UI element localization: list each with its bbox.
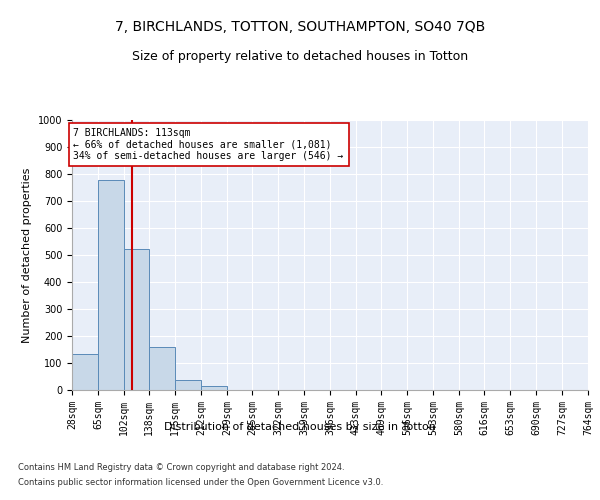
Text: Distribution of detached houses by size in Totton: Distribution of detached houses by size … [164, 422, 436, 432]
Y-axis label: Number of detached properties: Number of detached properties [22, 168, 32, 342]
Bar [175, 380, 201, 390]
Text: Size of property relative to detached houses in Totton: Size of property relative to detached ho… [132, 50, 468, 63]
Bar [149, 348, 175, 390]
Bar [124, 248, 149, 390]
Text: 7 BIRCHLANDS: 113sqm
← 66% of detached houses are smaller (1,081)
34% of semi-de: 7 BIRCHLANDS: 113sqm ← 66% of detached h… [73, 128, 344, 162]
Text: Contains HM Land Registry data © Crown copyright and database right 2024.: Contains HM Land Registry data © Crown c… [18, 463, 344, 472]
Text: Contains public sector information licensed under the Open Government Licence v3: Contains public sector information licen… [18, 478, 383, 487]
Bar [201, 386, 227, 390]
Bar [72, 354, 98, 390]
Text: 7, BIRCHLANDS, TOTTON, SOUTHAMPTON, SO40 7QB: 7, BIRCHLANDS, TOTTON, SOUTHAMPTON, SO40… [115, 20, 485, 34]
Bar [98, 180, 124, 390]
